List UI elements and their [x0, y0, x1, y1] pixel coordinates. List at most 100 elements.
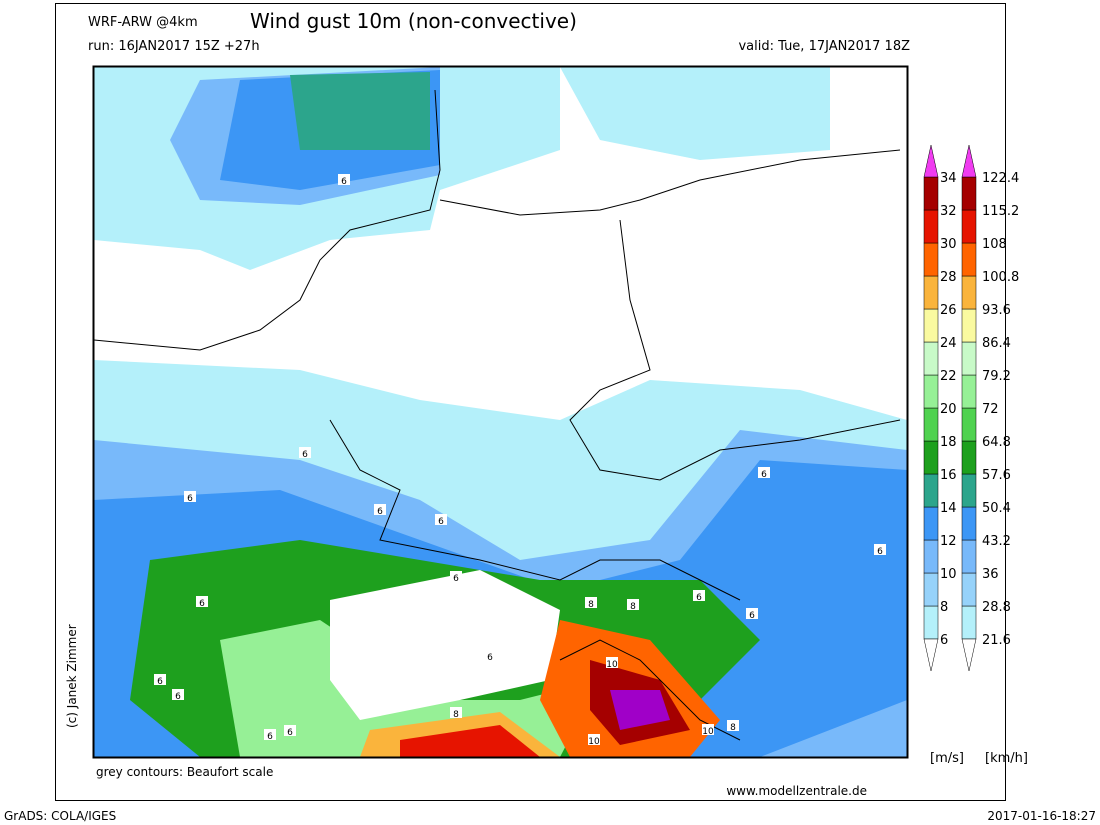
- colorbar-box: [961, 605, 977, 640]
- colorbar-box: [923, 440, 939, 475]
- colorbar-label: 26: [940, 303, 957, 318]
- map: 6 6 6 6 6 6 6 6 6 6 6 6 6 6 6 6 8 8 8 8 10 10 10: [94, 67, 907, 757]
- colorbar-bottom: [923, 638, 939, 672]
- colorbar-label: 34: [940, 171, 957, 186]
- colorbar-label: 43.2: [982, 534, 1011, 549]
- contour-label-bg: [588, 734, 600, 745]
- contour-label-bg: [727, 720, 739, 731]
- contour-label: 6: [341, 177, 347, 187]
- contour-label-bg: [746, 608, 758, 619]
- colorbar-label: 108: [982, 237, 1007, 252]
- colorbar-box: [961, 572, 977, 607]
- contour-label: 10: [606, 660, 618, 670]
- colorbar-label: 100.8: [982, 270, 1019, 285]
- contour-label-bg: [693, 590, 705, 601]
- contour-label: 6: [287, 728, 293, 738]
- contour-label-bg: [196, 596, 208, 607]
- contour-label: 8: [588, 600, 594, 610]
- contour-label: 6: [302, 450, 308, 460]
- contour-label-bg: [627, 599, 639, 610]
- colorbar-label: 16: [940, 468, 957, 483]
- contour-label-bg: [450, 571, 462, 582]
- contour-label: 6: [175, 692, 181, 702]
- colorbar-box: [961, 374, 977, 409]
- contour-label: 6: [487, 653, 493, 663]
- colorbar-bottom: [961, 638, 977, 672]
- colorbar-label: 50.4: [982, 501, 1011, 516]
- colorbar-label: 24: [940, 336, 957, 351]
- colorbar-label: 18: [940, 435, 957, 450]
- colorbar-label: 93.6: [982, 303, 1011, 318]
- map-frame: [92, 65, 909, 759]
- colorbar-label: 21.6: [982, 633, 1011, 648]
- contour-label-bg: [758, 467, 770, 478]
- colorbar-label: 20: [940, 402, 957, 417]
- run-label: run: 16JAN2017 15Z +27h: [88, 39, 260, 54]
- colorbar-label: 122.4: [982, 171, 1019, 186]
- colorbar-box: [923, 308, 939, 343]
- contour-label: 8: [630, 602, 636, 612]
- contour-label-bg: [585, 597, 597, 608]
- contour-label: 6: [453, 574, 459, 584]
- colorbar-label: 57.6: [982, 468, 1011, 483]
- colorbar: 6 8 10 12 14 16 18 20 22 24 26 28 30 32 34 21.6 28.8 36 43…: [923, 144, 1019, 672]
- title: Wind gust 10m (non-convective): [250, 9, 577, 33]
- colorbar-label: 79.2: [982, 369, 1011, 384]
- colorbar-box: [923, 242, 939, 277]
- contour-label: 8: [453, 710, 459, 720]
- colorbar-box: [961, 473, 977, 508]
- colorbar-label: 28: [940, 270, 957, 285]
- colorbar-box: [923, 506, 939, 541]
- colorbar-label: 36: [982, 567, 999, 582]
- colorbar-label: 12: [940, 534, 957, 549]
- contour-label-bg: [435, 514, 447, 525]
- colorbar-box: [923, 341, 939, 376]
- contour-label: 10: [588, 737, 600, 747]
- colorbar-box: [961, 308, 977, 343]
- contour-label: 8: [730, 723, 736, 733]
- contour-label: 6: [877, 547, 883, 557]
- contour-label: 6: [157, 677, 163, 687]
- valid-label: valid: Tue, 17JAN2017 18Z: [738, 39, 910, 54]
- unit-kmh: [km/h]: [985, 751, 1028, 766]
- contour-label-bg: [606, 657, 618, 668]
- contour-label: 6: [749, 611, 755, 621]
- colorbar-label: 22: [940, 369, 957, 384]
- colorbar-box: [961, 440, 977, 475]
- timestamp: 2017-01-16-18:27: [987, 809, 1096, 823]
- contour-label: 10: [702, 727, 714, 737]
- contour-label-bg: [374, 504, 386, 515]
- contour-label: 6: [199, 599, 205, 609]
- contour-label-bg: [154, 674, 166, 685]
- colorbar-box: [923, 539, 939, 574]
- contour-label: 6: [761, 470, 767, 480]
- colorbar-label: 8: [940, 600, 948, 615]
- contour-label: 6: [438, 517, 444, 527]
- colorbar-label: 6: [940, 633, 948, 648]
- colorbar-box: [961, 242, 977, 277]
- colorbar-label: 86.4: [982, 336, 1011, 351]
- colorbar-box: [923, 572, 939, 607]
- colorbar-box: [961, 539, 977, 574]
- colorbar-box: [923, 407, 939, 442]
- colorbar-label: 64.8: [982, 435, 1011, 450]
- colorbar-box: [961, 407, 977, 442]
- contour-label-bg: [484, 650, 496, 661]
- url: www.modellzentrale.de: [726, 784, 867, 798]
- contour-label-bg: [184, 491, 196, 502]
- software: GrADS: COLA/IGES: [4, 809, 116, 823]
- contour-label: 6: [267, 732, 273, 742]
- contour-label: 6: [187, 494, 193, 504]
- colorbar-label: 30: [940, 237, 957, 252]
- colorbar-top: [923, 144, 939, 178]
- contour-note: grey contours: Beaufort scale: [96, 765, 273, 779]
- colorbar-label: 10: [940, 567, 957, 582]
- model-label: WRF-ARW @4km: [88, 15, 198, 30]
- colorbar-label: 115.2: [982, 204, 1019, 219]
- colorbar-box: [923, 176, 939, 211]
- contour-label: 6: [696, 593, 702, 603]
- colorbar-box: [923, 209, 939, 244]
- colorbar-label: 28.8: [982, 600, 1011, 615]
- colorbar-box: [961, 176, 977, 211]
